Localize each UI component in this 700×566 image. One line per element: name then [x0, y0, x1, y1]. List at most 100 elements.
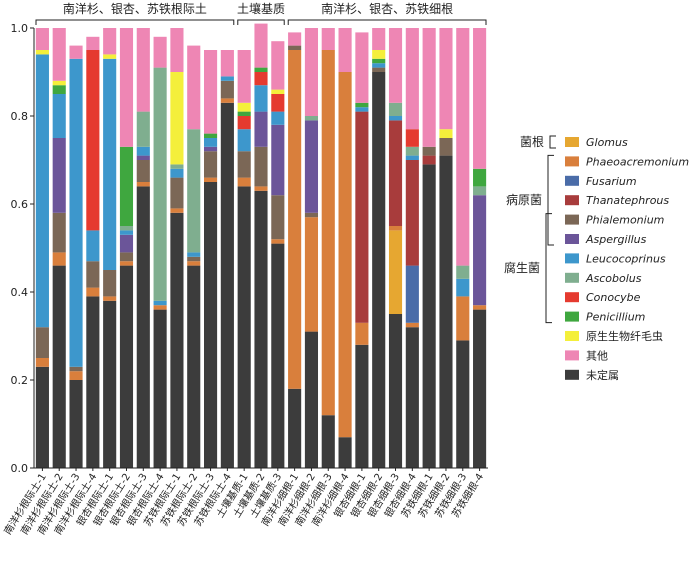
legend: Glomus Phaeoacremonium Fusarium Thanatephro… — [504, 135, 689, 382]
bar-segment-13-7 — [254, 85, 268, 112]
bar-segment-22-7 — [405, 155, 419, 160]
bar-segment-6-0 — [136, 186, 150, 468]
bar-segment-13-5 — [254, 146, 268, 187]
bar-segment-13-2 — [254, 186, 268, 191]
bar-segment-4-5 — [103, 270, 117, 297]
bar-segment-25-12 — [456, 28, 470, 266]
bar-segment-16-8 — [304, 116, 319, 121]
bar-segment-23-5 — [422, 146, 436, 156]
bar-segment-22-12 — [405, 28, 419, 130]
bar-segment-25-7 — [456, 278, 470, 297]
bar-segment-13-0 — [254, 190, 268, 469]
legend-swatch — [565, 253, 579, 264]
legend-swatch — [565, 137, 579, 147]
bar-segment-11-5 — [220, 80, 234, 99]
bar-segment-26-2 — [473, 305, 487, 310]
bar-segment-18-2 — [338, 72, 352, 438]
bar-segment-22-9 — [405, 129, 419, 147]
bar-segment-8-11 — [170, 72, 184, 165]
bar-segment-14-11 — [271, 89, 285, 94]
bar-segment-2-2 — [69, 371, 83, 380]
bar-segment-9-5 — [187, 256, 201, 262]
bar-segment-20-12 — [372, 28, 386, 50]
bar-segment-14-6 — [271, 124, 285, 196]
legend-swatch — [565, 350, 579, 361]
bar-segment-14-2 — [271, 239, 285, 244]
bar-segment-10-10 — [204, 133, 218, 138]
legend-group-bracket — [545, 213, 552, 324]
bar-segment-1-0 — [52, 265, 66, 468]
bar-segment-26-0 — [473, 309, 487, 468]
bar-segment-21-7 — [388, 116, 403, 121]
bar-segment-17-0 — [321, 415, 335, 468]
bar-segment-21-4 — [388, 120, 403, 226]
bar-segment-1-10 — [52, 85, 66, 94]
bar-segment-0-12 — [35, 28, 49, 50]
bar-segment-14-9 — [271, 94, 285, 112]
group-label: 土壤基质 — [237, 1, 285, 16]
bar-segment-10-2 — [204, 177, 218, 182]
bar-segment-20-0 — [372, 72, 386, 468]
group-bracket — [35, 19, 235, 25]
bar-segment-3-0 — [86, 296, 100, 468]
legend-label: Ascobolus — [585, 272, 642, 285]
bar-segment-3-5 — [86, 261, 100, 288]
bar-segment-24-11 — [439, 129, 453, 138]
legend-swatch — [565, 214, 579, 225]
bar-segment-19-10 — [355, 102, 369, 108]
bar-segment-0-7 — [35, 54, 49, 328]
legend-label: Conocybe — [586, 291, 641, 304]
bar-segment-20-5 — [372, 67, 386, 72]
legend-label: Penicillium — [586, 311, 645, 324]
bar-segment-18-0 — [338, 437, 352, 468]
bar-segment-10-7 — [204, 138, 218, 147]
bar-segment-19-2 — [355, 322, 369, 345]
bar-segment-19-0 — [355, 344, 369, 468]
group-label: 南洋杉、银杏、苏铁根际土 — [63, 1, 207, 16]
bar-segment-1-7 — [52, 94, 66, 138]
bar-segment-1-5 — [52, 212, 66, 253]
bar-segment-8-0 — [170, 212, 184, 468]
bar-segment-2-5 — [69, 366, 83, 372]
bar-segment-1-6 — [52, 138, 66, 213]
bar-segment-8-12 — [170, 28, 184, 72]
bar-segment-24-5 — [439, 138, 453, 156]
bar-segment-12-10 — [237, 111, 251, 116]
bar-segment-20-10 — [372, 58, 386, 64]
bar-segment-9-0 — [187, 265, 201, 468]
bar-segment-13-12 — [254, 23, 268, 68]
bar-segment-23-0 — [422, 164, 436, 468]
y-tick-label: 0.6 — [11, 198, 29, 211]
bar-segment-8-8 — [170, 164, 184, 169]
bar-segment-21-8 — [388, 102, 403, 116]
bar-segment-2-12 — [69, 45, 83, 59]
bar-segment-15-12 — [288, 32, 302, 46]
bar-segment-9-12 — [187, 45, 201, 130]
legend-label: Phaeoacremonium — [586, 155, 689, 168]
bar-segment-4-7 — [103, 58, 117, 270]
y-tick-label: 1.0 — [11, 22, 29, 35]
bar-segment-19-12 — [355, 32, 369, 103]
bar-segment-9-2 — [187, 261, 201, 266]
bar-segment-13-10 — [254, 67, 268, 72]
bar-segment-12-0 — [237, 186, 251, 468]
legend-swatch — [565, 331, 579, 341]
bar-segment-6-5 — [136, 160, 150, 182]
y-axis: 0.0 0.2 0.4 0.6 0.8 1.0 — [11, 22, 35, 475]
y-tick-label: 0.8 — [11, 110, 29, 123]
bar-segment-13-9 — [254, 72, 268, 86]
legend-swatch — [565, 195, 579, 206]
bar-segment-20-11 — [372, 50, 386, 59]
bar-segment-12-7 — [237, 129, 251, 152]
legend-label: 未定属 — [586, 368, 619, 382]
bar-segment-10-0 — [204, 182, 218, 468]
y-tick-label: 0.2 — [11, 374, 29, 387]
bar-segment-13-6 — [254, 111, 268, 147]
bar-segment-4-2 — [103, 296, 117, 301]
bar-segment-12-5 — [237, 151, 251, 178]
legend-swatch — [565, 156, 579, 167]
bar-segment-1-11 — [52, 80, 66, 86]
bar-segment-22-8 — [405, 146, 419, 156]
bar-segment-3-2 — [86, 287, 100, 297]
